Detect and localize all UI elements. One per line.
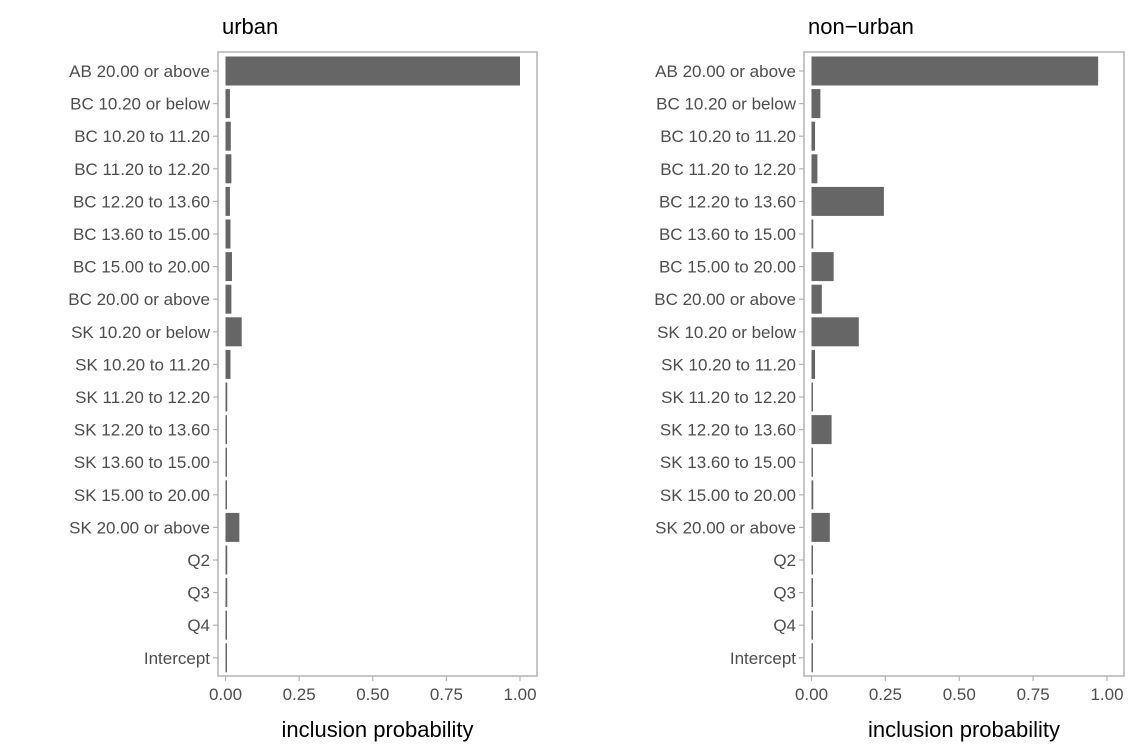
x-tick-label: 0.25 [869,685,902,704]
y-tick-label: SK 13.60 to 15.00 [74,453,210,472]
bar [225,578,228,608]
panel-title: non−urban [808,14,914,39]
bar [225,317,242,347]
x-tick-label: 0.00 [209,685,242,704]
y-tick-label: BC 20.00 or above [68,290,210,309]
bar [225,284,232,314]
bar [811,252,834,282]
y-tick-label: SK 10.20 or below [71,323,211,342]
bar [811,317,859,347]
bar [225,121,231,151]
bar [225,512,240,542]
bar [225,545,228,575]
bar [225,219,231,249]
bar [811,415,832,445]
y-tick-label: SK 20.00 or above [655,518,796,537]
bar [811,447,813,477]
y-tick-label: Intercept [144,649,210,668]
y-tick-label: Q4 [187,616,210,635]
bar [811,643,813,673]
bar [225,480,227,510]
y-tick-label: Q3 [773,584,796,603]
x-tick-label: 1.00 [1090,685,1123,704]
bar [811,512,830,542]
bar [225,154,232,184]
x-tick-label: 0.50 [356,685,389,704]
bar [811,121,816,151]
bar [811,480,814,510]
y-tick-label: Q3 [187,584,210,603]
bar [811,545,813,575]
y-tick-label: SK 10.20 to 11.20 [661,355,796,374]
bar [811,219,814,249]
x-tick-label: 0.75 [430,685,463,704]
bar [225,252,232,282]
y-tick-label: SK 11.20 to 12.20 [75,388,210,407]
y-tick-label: SK 13.60 to 15.00 [660,453,796,472]
y-tick-label: Q2 [773,551,796,570]
y-tick-label: BC 13.60 to 15.00 [659,225,796,244]
y-tick-label: SK 15.00 to 20.00 [74,486,210,505]
y-tick-label: SK 11.20 to 12.20 [661,388,796,407]
y-tick-label: BC 10.20 or below [656,95,797,114]
bar [811,154,818,184]
x-tick-label: 1.00 [503,685,536,704]
y-tick-label: BC 11.20 to 12.20 [74,160,210,179]
bar [225,415,227,445]
panel-frame [803,51,1125,677]
bar [225,56,520,86]
y-tick-label: BC 10.20 to 11.20 [660,127,796,146]
bar [811,610,813,640]
y-tick-label: AB 20.00 or above [69,62,210,81]
bar [811,382,813,412]
panel-title: urban [222,14,278,39]
y-tick-label: SK 15.00 to 20.00 [660,486,796,505]
bar [811,284,822,314]
bar [225,382,228,412]
y-tick-label: SK 12.20 to 13.60 [660,421,796,440]
y-tick-label: SK 10.20 or below [657,323,797,342]
panel-frame [217,51,538,677]
y-tick-label: BC 10.20 to 11.20 [74,127,210,146]
bar [225,349,231,379]
bar [225,610,227,640]
y-tick-label: SK 20.00 or above [69,518,210,537]
bar [811,186,884,216]
y-tick-label: Q2 [187,551,210,570]
y-tick-label: BC 12.20 to 13.60 [659,192,796,211]
y-tick-label: BC 20.00 or above [654,290,796,309]
x-tick-label: 0.00 [795,685,828,704]
bar [811,578,813,608]
bar [225,447,227,477]
x-axis-title: inclusion probability [868,717,1060,742]
y-tick-label: BC 15.00 to 20.00 [73,258,210,277]
y-tick-label: Intercept [730,649,796,668]
x-tick-label: 0.75 [1017,685,1050,704]
x-tick-label: 0.25 [283,685,316,704]
y-tick-label: BC 10.20 or below [70,95,211,114]
y-tick-label: BC 13.60 to 15.00 [73,225,210,244]
bar [225,643,227,673]
x-tick-label: 0.50 [943,685,976,704]
y-tick-label: BC 15.00 to 20.00 [659,258,796,277]
bar [811,89,821,119]
bar [225,89,230,119]
bar [811,56,1099,86]
y-tick-label: AB 20.00 or above [655,62,796,81]
x-axis-title: inclusion probability [282,717,474,742]
y-tick-label: BC 11.20 to 12.20 [660,160,796,179]
bar [811,349,816,379]
y-tick-label: BC 12.20 to 13.60 [73,192,210,211]
y-tick-label: Q4 [773,616,796,635]
y-tick-label: SK 10.20 to 11.20 [75,355,210,374]
y-tick-label: SK 12.20 to 13.60 [74,421,210,440]
bar [225,186,230,216]
